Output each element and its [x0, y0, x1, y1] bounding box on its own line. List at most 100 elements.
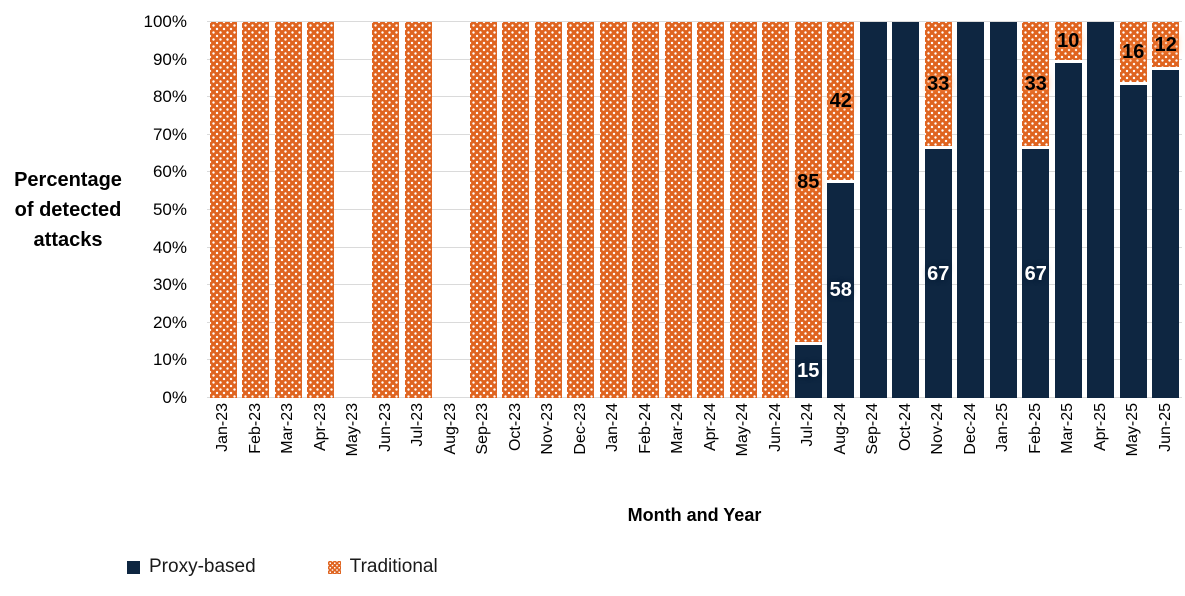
segment-traditional [242, 22, 270, 398]
data-label-traditional: 33 [927, 73, 950, 96]
bar-Apr-23 [307, 22, 335, 398]
gridline-0 [207, 397, 1182, 398]
segment-proxy-based [1119, 82, 1147, 398]
bar-Dec-24 [957, 22, 985, 398]
bar-slot-Jul-23 [402, 22, 435, 398]
x-tick-label: Aug-23 [441, 403, 459, 455]
bar-Jan-23 [209, 22, 237, 398]
bar-slot-Apr-25 [1085, 22, 1118, 398]
x-tick-label: Oct-23 [506, 403, 524, 452]
bar-slot-Dec-24 [955, 22, 988, 398]
y-tick-label: 80% [152, 87, 187, 107]
x-tick-May-23: May-23 [337, 403, 370, 499]
segment-traditional [404, 22, 432, 398]
data-label-traditional: 10 [1057, 29, 1080, 52]
x-tick-Jan-25: Jan-25 [987, 403, 1020, 499]
plot-area: 85 15 42 58 33 67 33 67 10 16 12 [207, 21, 1182, 398]
bar-slot-Feb-24 [630, 22, 663, 398]
bar-slot-Mar-24 [662, 22, 695, 398]
gridline-20 [207, 321, 1182, 323]
data-label-proxy-based: 15 [797, 360, 820, 383]
y-tick-label: 20% [152, 312, 187, 332]
bars-container: 85 15 42 58 33 67 33 67 10 16 12 [207, 22, 1182, 398]
gridline-30 [207, 284, 1182, 286]
segment-traditional [599, 22, 627, 398]
x-tick-May-24: May-24 [727, 403, 760, 499]
y-axis-title: Percentage of detected attacks [14, 169, 122, 251]
data-label-proxy-based: 58 [829, 279, 852, 302]
data-label-traditional: 85 [797, 170, 820, 193]
bar-Mar-23 [274, 22, 302, 398]
data-label-traditional: 12 [1154, 33, 1177, 56]
legend-item-traditional: Traditional [327, 556, 438, 578]
bar-slot-Jan-23 [207, 22, 240, 398]
segment-traditional [372, 22, 400, 398]
bar-slot-Aug-23 [435, 22, 468, 398]
x-tick-Feb-23: Feb-23 [240, 403, 273, 499]
x-tick-Mar-25: Mar-25 [1052, 403, 1085, 499]
x-tick-Apr-23: Apr-23 [305, 403, 338, 499]
segment-traditional [502, 22, 530, 398]
legend-swatch-icon [127, 560, 140, 574]
legend-swatch-icon [327, 560, 341, 574]
data-label-traditional: 33 [1024, 73, 1047, 96]
bar-Jun-23 [372, 22, 400, 398]
bar-Aug-24: 42 58 [827, 22, 855, 398]
segment-traditional: 33 [924, 22, 952, 147]
x-tick-Dec-23: Dec-23 [565, 403, 598, 499]
bar-slot-Jul-24: 85 15 [792, 22, 825, 398]
legend: Proxy-based Traditional [127, 556, 438, 578]
x-tick-Mar-24: Mar-24 [662, 403, 695, 499]
bar-Jul-24: 85 15 [794, 22, 822, 398]
x-tick-label: Aug-24 [831, 403, 849, 455]
segment-traditional [762, 22, 790, 398]
x-tick-label: Oct-24 [896, 403, 914, 452]
x-tick-Jun-25: Jun-25 [1150, 403, 1183, 499]
x-tick-Nov-23: Nov-23 [532, 403, 565, 499]
bar-slot-Apr-23 [305, 22, 338, 398]
x-tick-Sep-23: Sep-23 [467, 403, 500, 499]
bar-Dec-23 [567, 22, 595, 398]
y-tick-label: 100% [143, 12, 187, 31]
x-tick-label: Dec-23 [571, 403, 589, 455]
x-axis-title: Month and Year [627, 505, 762, 525]
y-tick-label: 90% [152, 49, 187, 69]
bar-slot-May-24 [727, 22, 760, 398]
x-tick-label: Jun-23 [376, 403, 394, 452]
legend-label: Proxy-based [149, 556, 256, 577]
bar-Mar-24 [664, 22, 692, 398]
x-tick-label: Feb-25 [1026, 403, 1044, 454]
x-tick-Oct-23: Oct-23 [500, 403, 533, 499]
x-tick-label: Jun-24 [766, 403, 784, 452]
segment-traditional: 33 [1022, 22, 1050, 147]
x-tick-label: Apr-25 [1091, 403, 1109, 452]
x-tick-label: Feb-23 [246, 403, 264, 454]
data-label-proxy-based: 67 [927, 262, 950, 285]
segment-traditional [469, 22, 497, 398]
segment-traditional [729, 22, 757, 398]
bar-slot-Sep-24 [857, 22, 890, 398]
data-label-proxy-based: 67 [1024, 262, 1047, 285]
segment-traditional [534, 22, 562, 398]
bar-Apr-25 [1087, 22, 1115, 398]
x-tick-label: Mar-25 [1059, 403, 1077, 454]
segment-proxy-based [957, 22, 985, 398]
x-axis-tick-labels: Jan-23 Feb-23 Mar-23 Apr-23 May-23 Jun-23 Jul-… [207, 403, 1182, 499]
x-tick-Mar-23: Mar-23 [272, 403, 305, 499]
bar-slot-Jun-23 [370, 22, 403, 398]
segment-traditional [697, 22, 725, 398]
gridline-80 [207, 96, 1182, 98]
segment-proxy-based: 67 [924, 146, 952, 398]
data-label-traditional: 16 [1122, 41, 1145, 64]
gridline-50 [207, 209, 1182, 210]
x-tick-label: Feb-24 [636, 403, 654, 454]
bar-slot-Oct-24 [890, 22, 923, 398]
bar-May-25: 16 [1119, 22, 1147, 398]
data-label-traditional: 42 [829, 89, 852, 112]
bar-Nov-24: 33 67 [924, 22, 952, 398]
bar-Jun-24 [762, 22, 790, 398]
x-tick-label: Mar-23 [279, 403, 297, 454]
x-tick-label: Jan-24 [604, 403, 622, 452]
x-tick-Jan-23: Jan-23 [207, 403, 240, 499]
x-tick-label: Dec-24 [961, 403, 979, 455]
